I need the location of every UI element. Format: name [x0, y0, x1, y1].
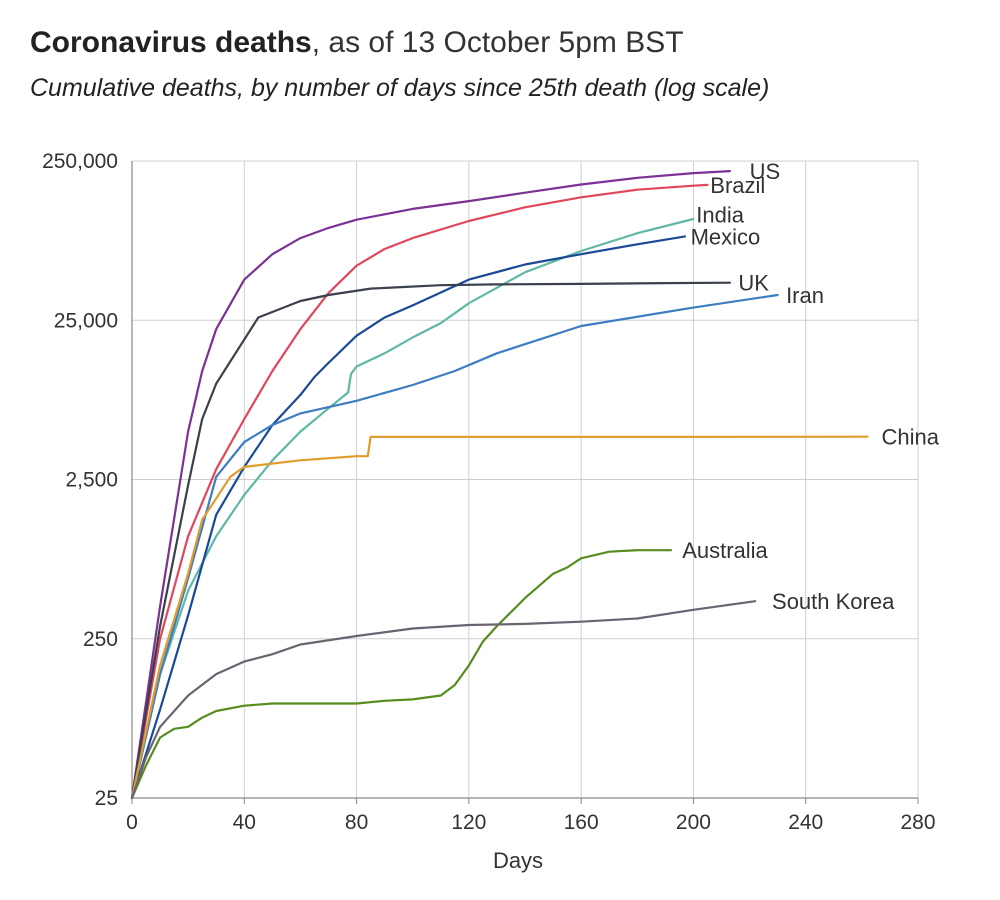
chart-title-bold: Coronavirus deaths	[30, 26, 312, 59]
y-tick-label: 25	[95, 787, 118, 810]
y-tick-label: 25,000	[54, 309, 118, 332]
series-line-uk	[130, 281, 731, 800]
series-line-india	[130, 217, 695, 800]
series-line-brazil	[130, 183, 709, 800]
y-tick-label: 2,500	[65, 469, 118, 492]
chart-subtitle: Cumulative deaths, by number of days sin…	[30, 74, 770, 102]
x-tick-label: 280	[900, 811, 935, 834]
chart-title: Coronavirus deaths, as of 13 October 5pm…	[30, 26, 684, 60]
series-label-mexico: Mexico	[691, 224, 761, 249]
series-line-mexico	[130, 235, 687, 800]
x-tick-label: 0	[126, 811, 138, 834]
series-line-iran	[130, 293, 779, 800]
grid	[131, 160, 919, 799]
x-tick-label: 40	[233, 811, 256, 834]
series-line-australia	[130, 549, 673, 800]
series-lines	[130, 170, 869, 800]
series-label-brazil: Brazil	[710, 173, 765, 198]
chart-title-rest: , as of 13 October 5pm BST	[311, 26, 684, 59]
x-tick-label: 160	[564, 811, 599, 834]
series-line-south-korea	[130, 600, 757, 800]
series-label-us: US	[750, 159, 781, 184]
series-label-south-korea: South Korea	[772, 589, 895, 614]
x-axis-label: Days	[493, 848, 543, 873]
series-label-india: India	[696, 203, 744, 228]
series-line-us	[130, 170, 731, 800]
series-label-uk: UK	[738, 271, 769, 296]
y-tick-label: 250,000	[42, 150, 118, 173]
series-label-australia: Australia	[682, 538, 768, 563]
x-tick-label: 200	[676, 811, 711, 834]
series-label-china: China	[882, 425, 940, 450]
y-tick-label: 250	[83, 628, 118, 651]
x-tick-label: 80	[345, 811, 368, 834]
x-tick-label: 240	[788, 811, 823, 834]
series-line-china	[130, 435, 869, 800]
x-tick-label: 120	[451, 811, 486, 834]
series-label-iran: Iran	[786, 283, 824, 308]
axes: 25 250 2,500 25,000 250,000 0 40 80 120 160 200 240…	[42, 150, 935, 834]
